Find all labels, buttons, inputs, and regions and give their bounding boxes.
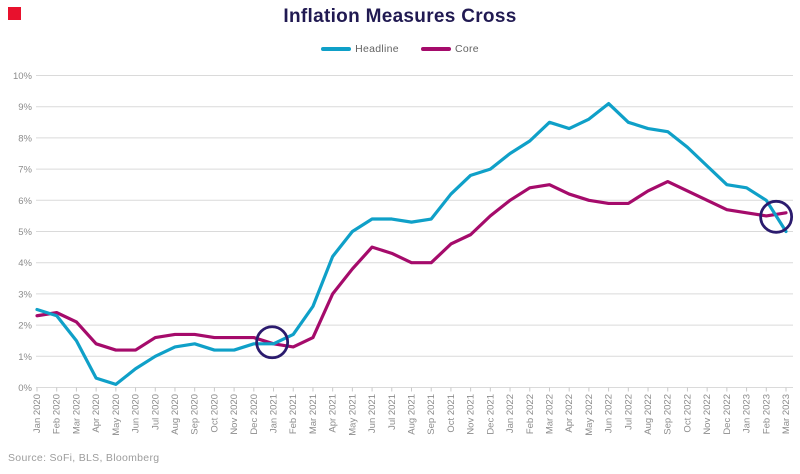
x-axis-label: Dec 2020 xyxy=(249,394,260,435)
y-axis-label: 2% xyxy=(18,321,32,332)
x-axis-label: Jan 2022 xyxy=(505,394,516,433)
x-axis-label: Jul 2021 xyxy=(387,394,398,430)
x-axis-label: Feb 2023 xyxy=(761,394,772,434)
x-axis-label: Jun 2022 xyxy=(604,394,615,433)
x-axis-label: Jun 2021 xyxy=(367,394,378,433)
x-axis-label: Aug 2021 xyxy=(407,394,418,435)
chart-title: Inflation Measures Cross xyxy=(283,6,517,27)
cross-annotation-circle xyxy=(759,199,794,234)
x-axis-label: Nov 2021 xyxy=(466,394,477,435)
y-axis-label: 4% xyxy=(18,258,32,269)
x-axis-label: Mar 2020 xyxy=(71,394,82,434)
x-axis-label: Jul 2022 xyxy=(623,394,634,430)
x-axis-label: Oct 2022 xyxy=(682,394,693,433)
x-axis-label: Oct 2020 xyxy=(209,394,220,433)
x-axis-label: Nov 2022 xyxy=(702,394,713,435)
x-axis-label: Sep 2021 xyxy=(426,394,437,435)
x-axis-label: Mar 2021 xyxy=(308,394,319,434)
x-axis-label: May 2022 xyxy=(584,394,595,436)
x-axis-label: May 2020 xyxy=(111,394,122,436)
y-axis-label: 6% xyxy=(18,196,32,207)
legend-label-headline: Headline xyxy=(355,43,399,55)
x-axis-label: May 2021 xyxy=(347,394,358,436)
x-axis-label: Feb 2022 xyxy=(525,394,536,434)
x-axis-label: Oct 2021 xyxy=(446,394,457,433)
headline-line xyxy=(35,101,788,386)
x-axis-label: Sep 2020 xyxy=(190,394,201,435)
y-axis-label: 1% xyxy=(18,352,32,363)
y-axis-label: 7% xyxy=(18,165,32,176)
headline-line-swatch xyxy=(321,47,352,51)
legend: Headline Core xyxy=(0,43,800,55)
core-line-swatch xyxy=(420,47,451,51)
x-axis-label: Mar 2023 xyxy=(781,394,792,434)
source-note: Source: SoFi, BLS, Bloomberg xyxy=(8,452,160,464)
corner-badge xyxy=(8,7,21,20)
x-axis-label: Aug 2022 xyxy=(643,394,654,435)
y-axis-label: 8% xyxy=(18,133,32,144)
x-axis-label: Apr 2021 xyxy=(328,394,339,433)
y-axis-label: 10% xyxy=(13,71,33,82)
x-axis-label: Apr 2022 xyxy=(564,394,575,433)
x-axis-label: Jan 2020 xyxy=(32,394,43,433)
x-axis-label: Aug 2020 xyxy=(170,394,181,435)
legend-label-core: Core xyxy=(454,43,479,55)
x-axis-label: Nov 2020 xyxy=(229,394,240,435)
x-axis-label: Jun 2020 xyxy=(131,394,142,433)
legend-item-headline: Headline xyxy=(321,43,399,55)
x-axis-label: Jul 2020 xyxy=(150,394,161,430)
x-axis-label: Jan 2023 xyxy=(742,394,753,433)
x-axis-label: Dec 2022 xyxy=(722,394,733,435)
y-axis-label: 5% xyxy=(18,227,32,238)
core-line xyxy=(35,179,788,352)
cross-annotation-circle xyxy=(255,325,290,360)
y-axis-label: 3% xyxy=(18,289,32,300)
x-axis-label: Mar 2022 xyxy=(544,394,555,434)
x-axis-label: Feb 2020 xyxy=(52,394,63,434)
y-axis-label: 9% xyxy=(18,102,32,113)
x-axis-label: Dec 2021 xyxy=(485,394,496,435)
x-axis-label: Sep 2022 xyxy=(663,394,674,435)
x-axis-label: Feb 2021 xyxy=(288,394,299,434)
y-axis-label: 0% xyxy=(18,383,32,394)
x-axis-label: Jan 2021 xyxy=(269,394,280,433)
x-axis-label: Apr 2020 xyxy=(91,394,102,433)
legend-item-core: Core xyxy=(420,43,479,55)
